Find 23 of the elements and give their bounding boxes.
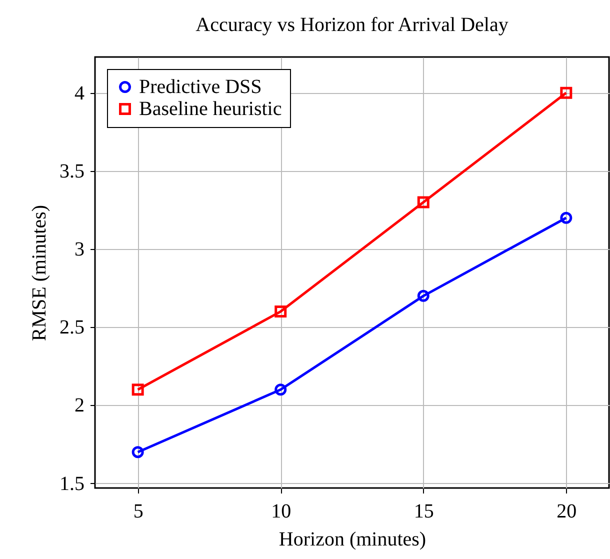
x-axis-title: Horizon (minutes) <box>278 528 426 550</box>
x-tick-label: 5 <box>133 500 144 522</box>
point <box>274 306 287 318</box>
legend-label: Baseline heuristic <box>139 98 282 120</box>
y-tick-label: 1.5 <box>60 472 84 495</box>
y-tick-label: 2.5 <box>60 316 84 339</box>
chart-title: Accuracy vs Horizon for Arrival Delay <box>196 14 508 36</box>
point <box>417 290 430 302</box>
point <box>560 86 572 99</box>
y-tick-label: 4 <box>74 82 84 104</box>
y-tick-label: 3 <box>74 238 84 261</box>
point <box>274 384 287 396</box>
point <box>560 212 572 224</box>
y-tick-label: 2 <box>74 394 84 417</box>
x-tick-label: 20 <box>556 500 577 522</box>
x-tick-label: 10 <box>271 500 292 522</box>
legend-label: Predictive DSS <box>139 76 262 98</box>
y-axis-title: RMSE (minutes) <box>28 204 50 342</box>
y-tick-label: 3.5 <box>60 160 84 182</box>
point <box>132 384 144 396</box>
x-tick-label: 15 <box>414 500 434 522</box>
point <box>417 196 430 208</box>
point <box>132 446 144 458</box>
